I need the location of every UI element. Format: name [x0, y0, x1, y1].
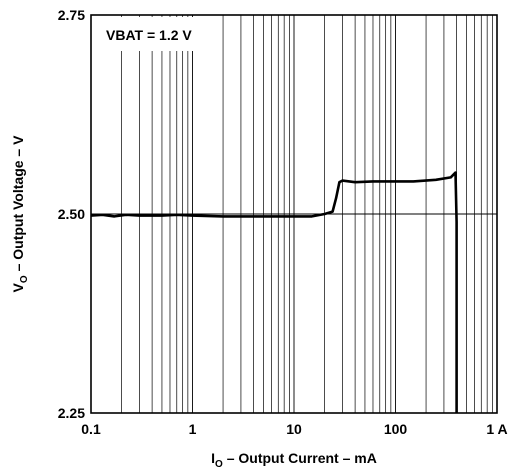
x-axis-label-prefix: I — [211, 450, 215, 466]
series-line-1 — [90, 171, 458, 413]
x-tick-label: 1 A — [486, 421, 507, 437]
x-tick-labels: 0.1 1 10 100 1 A — [81, 421, 507, 437]
annotation-box: VBAT = 1.2 V — [93, 17, 219, 51]
x-axis-label-subscript: O — [215, 459, 223, 470]
y-tick-labels: 2.25 2.50 2.75 — [58, 7, 85, 421]
y-axis-label-subscript: O — [19, 275, 30, 283]
annotation-text: VBAT = 1.2 V — [106, 27, 192, 43]
annotation-background — [93, 17, 219, 51]
x-tick-label: 1 — [189, 421, 197, 437]
x-axis-label: IO – Output Current – mA — [211, 450, 377, 470]
x-tick-label: 100 — [384, 421, 408, 437]
y-tick-label: 2.75 — [58, 7, 85, 23]
y-tick-label: 2.25 — [58, 405, 85, 421]
x-tick-label: 10 — [286, 421, 302, 437]
y-axis-label-rest: – Output Voltage – V — [10, 135, 26, 275]
x-tick-label: 0.1 — [81, 421, 101, 437]
y-axis-label-prefix: V — [10, 282, 26, 292]
y-axis-label: VO – Output Voltage – V — [10, 135, 30, 293]
x-axis-label-rest: – Output Current – mA — [223, 450, 377, 466]
series-layer — [90, 171, 458, 413]
grid — [91, 15, 497, 413]
y-tick-label: 2.50 — [58, 206, 85, 222]
plot-frame — [90, 14, 498, 414]
